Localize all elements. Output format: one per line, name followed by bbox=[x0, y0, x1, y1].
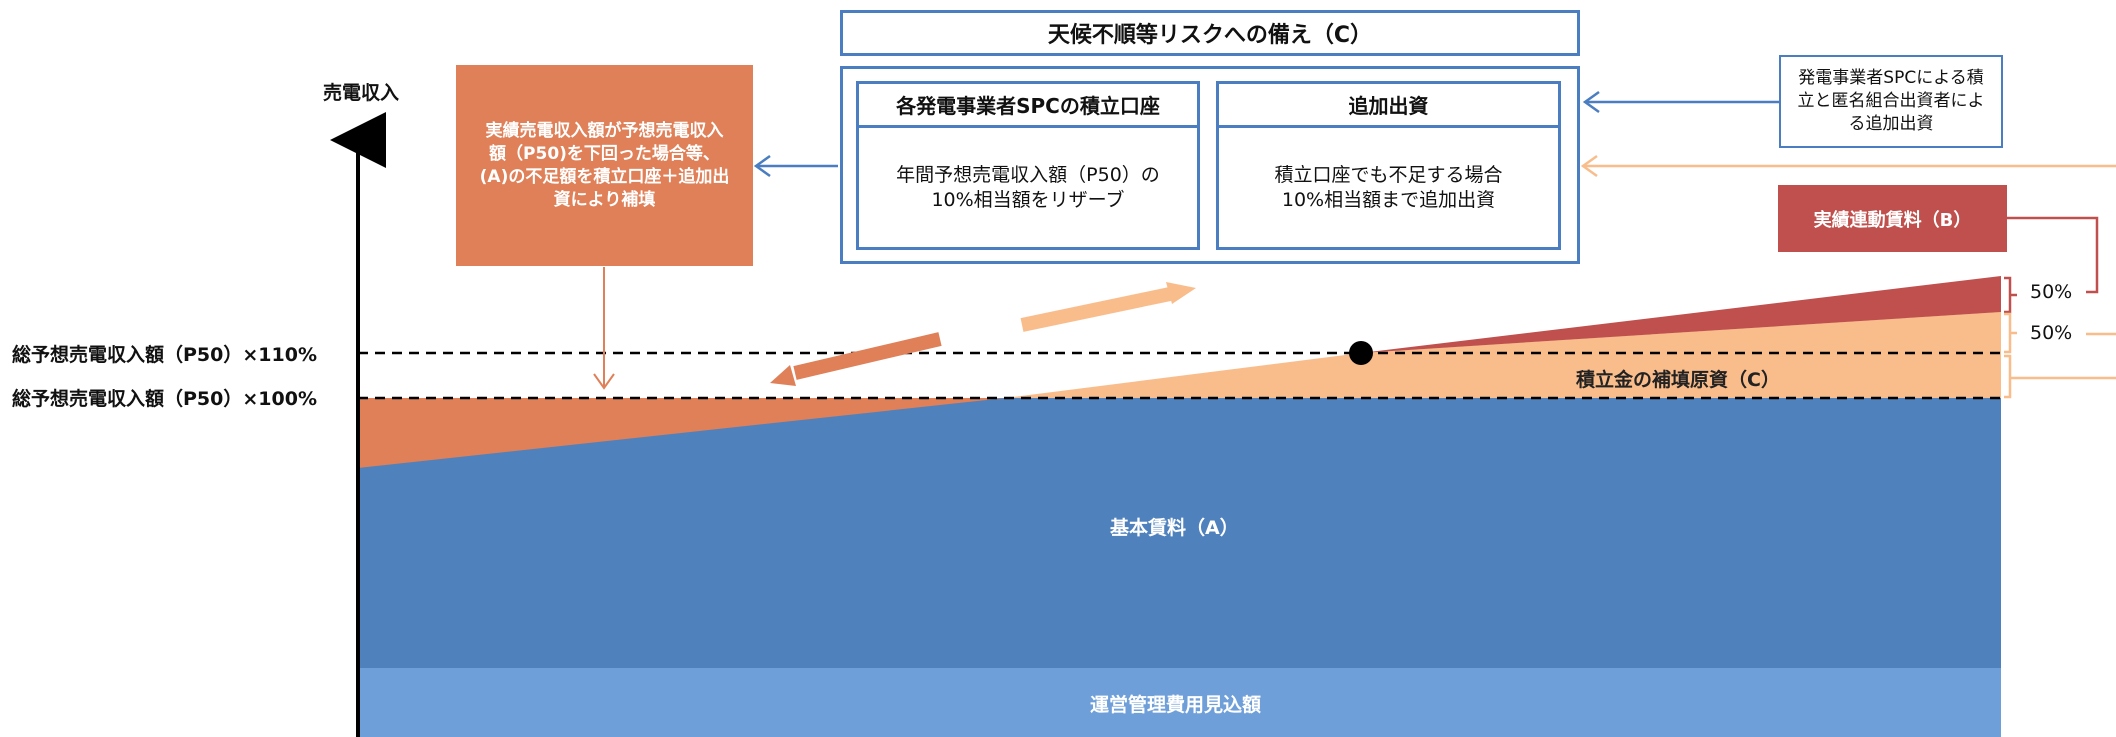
reserve-title: 天候不順等リスクへの備え（C） bbox=[840, 10, 1580, 56]
performance-rent-box: 実績連動賃料（B） bbox=[1778, 185, 2007, 252]
base-rent-label: 基本賃料（A） bbox=[1110, 517, 1239, 539]
additional-text-1: 積立口座でも不足する場合 bbox=[1274, 163, 1503, 186]
shortfall-line-2: 額（P50)を下回った場合等、 bbox=[489, 143, 720, 164]
additional-body: 積立口座でも不足する場合 10%相当額まで追加出資 bbox=[1216, 125, 1561, 250]
shortfall-down-arrowhead bbox=[593, 373, 615, 390]
performance-bracket bbox=[2004, 276, 2012, 314]
reserve-source-arrowhead bbox=[1580, 154, 1598, 178]
opex-band bbox=[358, 668, 2001, 737]
note-arrowhead bbox=[1582, 90, 1600, 114]
threshold-point bbox=[1349, 341, 1373, 365]
reserve-share-label: 50% bbox=[2030, 322, 2073, 344]
shortfall-line-4: 資により補填 bbox=[553, 189, 656, 210]
shortfall-box: 実績売電収入額が予想売電収入 額（P50)を下回った場合等、 (A)の不足額を積… bbox=[456, 65, 753, 266]
shortfall-line-1: 実績売電収入額が予想売電収入 bbox=[485, 120, 724, 141]
shortfall-arrow-head bbox=[770, 365, 796, 386]
level-110-label: 総予想売電収入額（P50）×110% bbox=[12, 344, 317, 366]
performance-connector bbox=[2003, 216, 2099, 294]
reserve-source-label: 積立金の補填原資（C） bbox=[1576, 369, 1780, 391]
account-body: 年間予想売電収入額（P50）の 10%相当額をリザーブ bbox=[856, 125, 1200, 250]
level-100-label: 総予想売電収入額（P50）×100% bbox=[12, 388, 317, 410]
performance-rent-area bbox=[1361, 276, 2001, 353]
reserve-bracket bbox=[2004, 312, 2012, 354]
account-text-2: 10%相当額をリザーブ bbox=[931, 188, 1125, 211]
shortfall-arrow-shaft bbox=[793, 332, 942, 380]
opex-label: 運営管理費用見込額 bbox=[1090, 694, 1262, 716]
reserve-arrow-head bbox=[1166, 282, 1196, 304]
reserve-arrow-shaft bbox=[1020, 287, 1172, 332]
base-rent-band bbox=[358, 398, 2001, 668]
note-box: 発電事業者SPCによる積 立と匿名組合出資者によ る追加出資 bbox=[1779, 55, 2003, 148]
reserve-to-shortfall-arrowhead bbox=[753, 154, 771, 178]
additional-title: 追加出資 bbox=[1216, 81, 1561, 128]
performance-share-label: 50% bbox=[2030, 281, 2073, 303]
note-line-3: る追加出資 bbox=[1848, 114, 1934, 134]
additional-text-2: 10%相当額まで追加出資 bbox=[1281, 188, 1496, 211]
account-text-1: 年間予想売電収入額（P50）の bbox=[896, 163, 1160, 186]
note-line-2: 立と匿名組合出資者によ bbox=[1797, 91, 1985, 111]
y-axis-label: 売電収入 bbox=[323, 82, 400, 104]
reserve-source-bracket bbox=[2004, 354, 2012, 399]
note-line-1: 発電事業者SPCによる積 bbox=[1798, 68, 1984, 88]
shortfall-area bbox=[358, 398, 1005, 468]
account-title: 各発電事業者SPCの積立口座 bbox=[856, 81, 1200, 128]
shortfall-line-3: (A)の不足額を積立口座＋追加出 bbox=[479, 166, 730, 187]
